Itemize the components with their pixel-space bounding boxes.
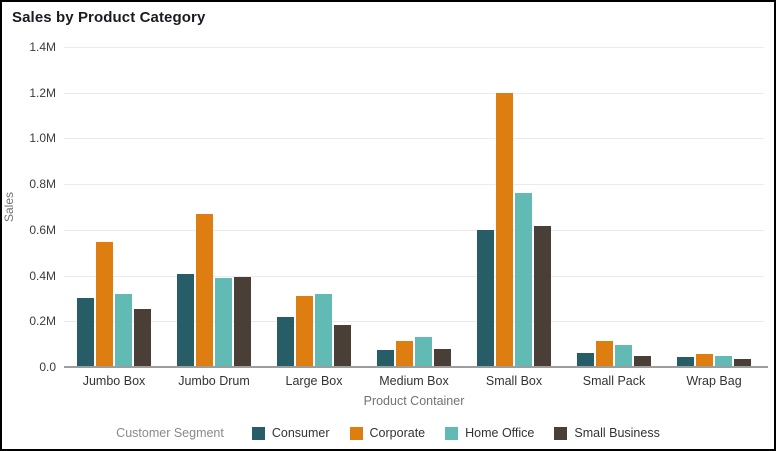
bar-group-large-box [264,47,364,367]
bar-corporate[interactable] [596,340,613,367]
legend-item-small-business[interactable]: Small Business [554,426,660,440]
gridline [64,47,764,48]
x-tick-label: Wrap Bag [686,374,742,388]
y-tick-label: 1.2M [29,85,56,100]
bar-home-office[interactable] [415,337,432,367]
bar-consumer[interactable] [577,353,594,367]
bar-home-office[interactable] [615,345,632,367]
bar-home-office[interactable] [715,355,732,367]
bar-small-business[interactable] [234,276,251,367]
x-tick-label: Jumbo Drum [178,374,250,388]
bar-corporate[interactable] [496,92,513,367]
y-tick-label: 0.6M [29,222,56,237]
legend-swatch-icon [349,426,363,440]
gridline [64,138,764,140]
legend: Customer Segment Consumer Corporate Home O… [2,426,774,440]
bar-corporate[interactable] [696,354,713,367]
bar-group-wrap-bag [664,47,764,367]
legend-swatch-icon [251,426,265,440]
bar-consumer[interactable] [77,298,94,367]
y-axis-ticks: 0.0 0.2M 0.4M 0.6M 0.8M 1.0M 1.2M 1.4M [2,40,56,374]
bar-group-small-box [464,47,564,367]
bar-small-business[interactable] [434,348,451,367]
gridline [64,275,764,277]
bar-group-jumbo-drum [164,47,264,367]
chart-title: Sales by Product Category [12,9,206,26]
y-tick-label: 0.0 [39,360,56,374]
y-tick-label: 1.4M [29,40,56,54]
bar-small-business[interactable] [734,359,751,367]
x-axis-line [64,366,768,368]
y-tick-label: 1.0M [29,131,56,146]
bar-corporate[interactable] [196,213,213,367]
gridline [64,321,764,323]
bar-groups [64,47,764,367]
legend-label: Home Office [465,426,535,440]
bar-consumer[interactable] [677,356,694,367]
gridline [64,184,764,186]
legend-item-consumer[interactable]: Consumer [251,426,330,440]
bar-corporate[interactable] [96,242,113,367]
legend-label: Corporate [369,426,426,440]
bar-corporate[interactable] [296,296,313,367]
y-tick-label: 0.4M [29,268,56,283]
bar-small-business[interactable] [534,226,551,367]
x-tick-label: Small Pack [582,374,646,388]
x-tick-label: Medium Box [379,374,449,388]
bar-consumer[interactable] [377,349,394,367]
y-tick-label: 0.2M [29,314,56,329]
bar-home-office[interactable] [315,293,332,367]
legend-label: Consumer [271,426,330,440]
bar-small-business[interactable] [634,355,651,367]
bar-consumer[interactable] [477,229,494,367]
bar-consumer[interactable] [177,274,194,367]
bar-home-office[interactable] [115,293,132,367]
legend-label: Small Business [574,426,660,440]
legend-title: Customer Segment [116,426,224,440]
x-tick-label: Small Box [485,374,543,388]
bar-small-business[interactable] [334,324,351,367]
gridline [64,92,764,94]
legend-item-home-office[interactable]: Home Office [445,426,534,440]
bar-consumer[interactable] [277,316,294,367]
bar-group-medium-box [364,47,464,367]
legend-item-corporate[interactable]: Corporate [349,426,426,440]
plot-area [64,47,764,367]
legend-swatch-icon [554,426,568,440]
x-axis-labels: Jumbo Box Jumbo Drum Large Box Medium Box Sm… [64,374,764,388]
y-tick-label: 0.8M [29,177,56,192]
legend-swatch-icon [445,426,459,440]
bar-small-business[interactable] [134,308,151,367]
bar-group-small-pack [564,47,664,367]
x-tick-label: Large Box [285,374,343,388]
bar-home-office[interactable] [215,277,232,367]
x-axis-title: Product Container [363,394,465,408]
bar-home-office[interactable] [515,193,532,367]
x-tick-label: Jumbo Box [82,374,146,388]
gridline [64,229,764,231]
bar-corporate[interactable] [396,340,413,367]
bar-group-jumbo-box [64,47,164,367]
